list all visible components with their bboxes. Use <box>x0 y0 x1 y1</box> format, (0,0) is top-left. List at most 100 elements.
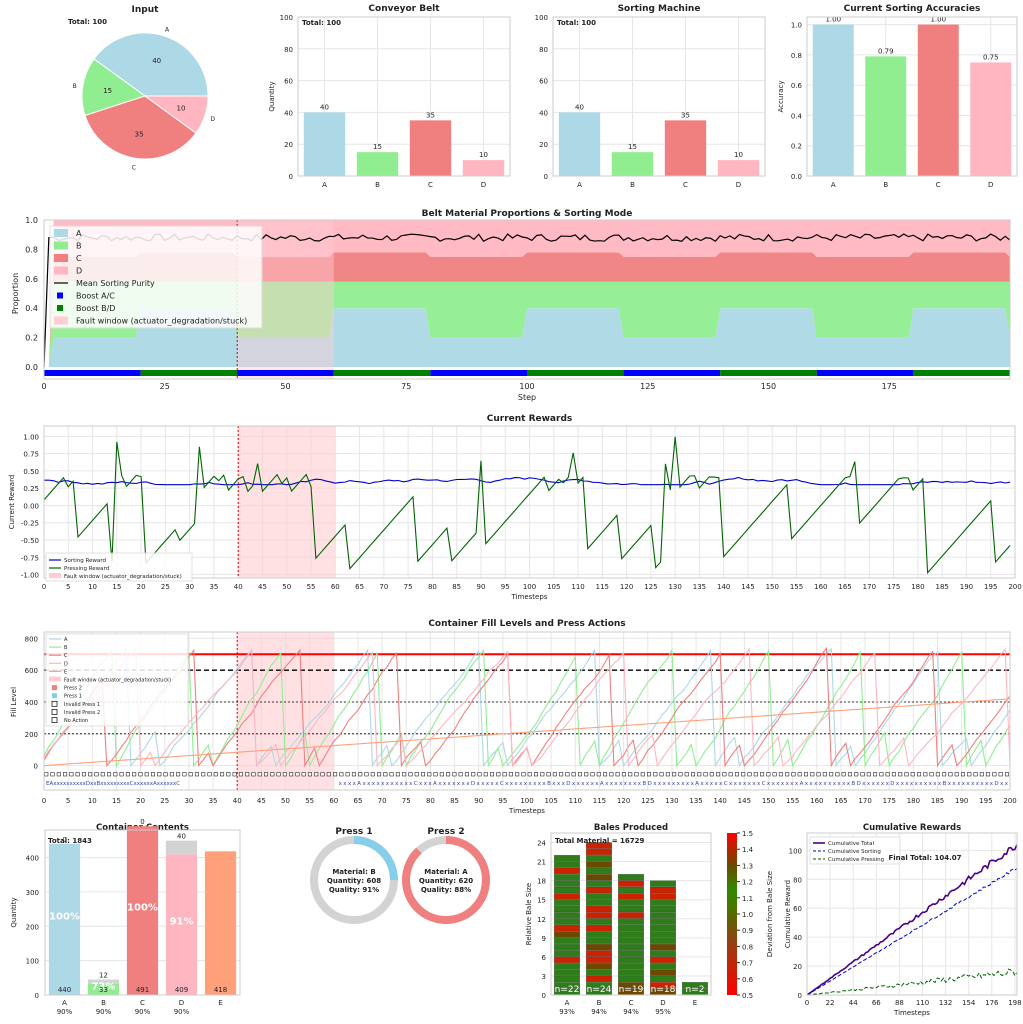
y-tick-label: 0 <box>798 992 802 1000</box>
action-marker <box>201 772 206 777</box>
action-marker <box>345 772 350 777</box>
y-tick-label: 12 <box>537 916 546 924</box>
bar-value-label: 40 <box>320 103 329 111</box>
legend-box <box>45 552 193 582</box>
area-D <box>44 220 1010 367</box>
bar-value-label: 33 <box>99 986 108 994</box>
sorting-mode-segment <box>720 370 817 376</box>
x-tick-label: B <box>630 181 635 189</box>
bale-block-A <box>554 880 580 887</box>
x-tick-label: 100 <box>519 382 534 391</box>
action-marker <box>778 772 783 777</box>
bale-block-B <box>586 944 612 951</box>
bale-block-B <box>586 861 612 868</box>
action-marker <box>502 772 507 777</box>
bar-value-label: 40 <box>575 103 584 111</box>
legend-label: Fault window (actuator_degradation/stuck… <box>64 678 171 684</box>
action-marker <box>747 772 752 777</box>
bale-block-B <box>586 963 612 970</box>
action-marker <box>954 772 959 777</box>
action-marker <box>132 772 137 777</box>
container-levels-chart: Container Fill Levels and Press Actions 0… <box>10 619 1017 815</box>
action-marker <box>364 772 369 777</box>
bale-block-C <box>618 950 644 957</box>
x-tick-label: 0 <box>41 382 46 391</box>
colorbar-tick-label: 1.2 <box>742 879 753 887</box>
action-marker <box>728 772 733 777</box>
legend-box <box>45 633 189 727</box>
bar-impurity-label: 0 <box>62 836 66 844</box>
action-marker <box>358 772 363 777</box>
action-marker <box>402 772 407 777</box>
y-tick-label: 300 <box>26 889 39 897</box>
action-marker <box>439 772 444 777</box>
legend-label: Invalid Press 2 <box>64 710 100 716</box>
x-tick-label: 110 <box>569 797 582 805</box>
y-tick-label: 0.0 <box>791 173 802 181</box>
bar-value-label: 10 <box>734 151 743 159</box>
bale-block-B <box>586 880 612 887</box>
bar-impurity-label: 40 <box>177 833 186 841</box>
x-tick-label: 195 <box>984 583 997 591</box>
legend-label: E <box>64 669 67 675</box>
press-quantity: Quantity: 608 <box>327 877 381 885</box>
legend-swatch <box>51 700 58 707</box>
x-tick-label: 160 <box>814 583 827 591</box>
bale-block-D <box>650 925 676 932</box>
bale-block-A <box>554 931 580 938</box>
legend-swatch <box>54 266 68 275</box>
bar-A <box>303 112 346 176</box>
x-tick-label: 195 <box>979 797 992 805</box>
action-marker <box>107 772 112 777</box>
legend-label: C <box>76 254 82 263</box>
action-marker <box>420 772 425 777</box>
action-marker <box>552 772 557 777</box>
legend-swatch <box>54 241 68 250</box>
action-text: EAxxxxxxxxxxDxxBxxxxxxxxxCxxxxxxAxxxxxxC <box>46 781 180 787</box>
action-marker <box>540 772 545 777</box>
bar-value-label: 15 <box>373 143 382 151</box>
x-tick-label: 185 <box>935 583 948 591</box>
bar-purity-label: 73% <box>92 981 116 992</box>
current-rewards-chart: Current Rewards -1.00 -0.75 -0.50 -0.25 0.00 0… <box>8 414 1022 601</box>
legend-swatch <box>54 254 68 262</box>
x-tick-label: 60 <box>331 583 340 591</box>
x-tick-label: 80 <box>426 797 435 805</box>
input-pie-chart: Input Total: 100 40 A 15 B 35 C 10 D <box>68 5 215 171</box>
x-tick-label: 55 <box>305 797 314 805</box>
action-marker <box>640 772 645 777</box>
y-tick-label: 0.4 <box>25 304 38 313</box>
x-tick-label: 70 <box>379 583 388 591</box>
x-tick-label: 15 <box>112 797 121 805</box>
x-tick-label: A <box>62 999 67 1007</box>
x-tick-label: E <box>218 999 222 1007</box>
colorbar-tick-label: 0.7 <box>742 960 753 968</box>
press-material: Material: A <box>424 868 468 876</box>
action-marker <box>295 772 300 777</box>
impurity-bar-B <box>87 979 120 984</box>
action-marker <box>389 772 394 777</box>
action-marker <box>810 772 815 777</box>
action-marker <box>81 772 86 777</box>
action-marker <box>483 772 488 777</box>
bar-D <box>165 854 198 995</box>
bale-block-C <box>618 893 644 900</box>
x-tick-label: 155 <box>786 797 799 805</box>
x-tick-label: 200 <box>1003 797 1016 805</box>
total-label: Total: 1843 <box>48 837 92 845</box>
bar-A <box>558 112 601 176</box>
plot-frame <box>43 219 1011 380</box>
x-tick-label: 35 <box>209 797 218 805</box>
x-tick-label: A <box>565 999 570 1007</box>
legend: Cumulative Total Cumulative Sorting Cumula… <box>809 836 901 865</box>
x-tick-quality-label: 93% <box>559 1008 575 1016</box>
bar-D <box>462 160 505 176</box>
y-axis-label: Proportion <box>11 273 20 314</box>
x-tick-label: 0 <box>42 583 46 591</box>
x-tick-label: 100 <box>523 583 536 591</box>
x-tick-label: 75 <box>402 797 411 805</box>
action-marker <box>829 772 834 777</box>
action-marker <box>490 772 495 777</box>
legend-swatch <box>51 709 58 715</box>
action-marker <box>63 772 68 777</box>
